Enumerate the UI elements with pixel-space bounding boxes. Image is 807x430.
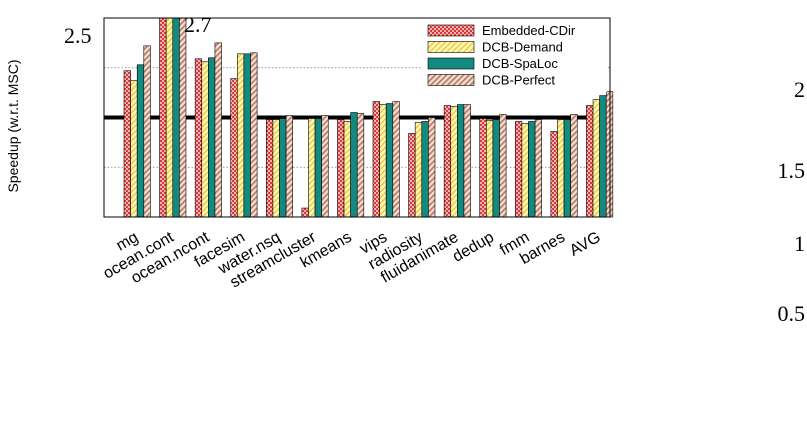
bar-dcb-spaloc-ocean-ncont: [208, 57, 216, 218]
bar-dcb-perfect-dedup: [499, 114, 507, 218]
bar-dcb-spaloc-vips: [385, 103, 394, 218]
overflow-value-label: 2.7: [184, 12, 212, 37]
bar-dcb-demand-water-nsq: [272, 119, 280, 218]
bar-dcb-perfect-radiosity: [428, 117, 436, 218]
bar-embedded-cdir-ocean-cont: [159, 17, 167, 218]
bar-dcb-perfect-barnes: [570, 114, 578, 218]
bar-dcb-demand-streamcluster: [308, 118, 316, 218]
y-tick-label: 0.5: [778, 301, 806, 326]
bar-dcb-spaloc-dedup: [492, 119, 500, 218]
legend-label: DCB-Demand: [482, 40, 563, 55]
bar-dcb-demand-facesim: [237, 53, 245, 218]
y-tick-label: 1: [794, 231, 805, 256]
bar-embedded-cdir-vips: [372, 101, 380, 218]
x-tick-label: AVG: [567, 229, 604, 260]
bar-dcb-demand-mg: [130, 80, 138, 218]
bar-dcb-spaloc-fluidanimate: [457, 104, 465, 218]
y-tick-labels: 2.5 2 1.5 1 0.5: [64, 23, 805, 326]
bar-dcb-demand-dedup: [486, 120, 494, 218]
bar-dcb-demand-fmm: [521, 123, 529, 218]
bar-dcb-perfect-water-nsq: [285, 115, 293, 218]
bar-dcb-spaloc-ocean-cont: [172, 17, 180, 218]
plot-frame: [103, 17, 611, 218]
bar-dcb-demand-avg: [592, 99, 600, 218]
bar-dcb-demand-ocean-ncont: [201, 61, 209, 218]
bar-dcb-demand-ocean-cont: [165, 17, 174, 218]
bar-dcb-demand-vips: [379, 104, 387, 218]
bar-dcb-spaloc-avg: [599, 95, 607, 218]
bar-dcb-spaloc-barnes: [563, 119, 571, 218]
bar-dcb-perfect-streamcluster: [321, 115, 329, 218]
x-tick-label: dedup: [450, 229, 497, 266]
bar-dcb-spaloc-mg: [136, 64, 145, 218]
bar-embedded-cdir-radiosity: [408, 133, 416, 218]
bar-dcb-spaloc-facesim: [243, 53, 251, 218]
bar-embedded-cdir-dedup: [479, 118, 487, 218]
legend-swatch: [427, 41, 475, 53]
bar-embedded-cdir-fmm: [514, 121, 523, 218]
bar-embedded-cdir-avg: [586, 105, 594, 218]
bar-embedded-cdir-facesim: [230, 78, 238, 218]
legend-label: Embedded-CDir: [482, 23, 576, 38]
bar-dcb-perfect-fmm: [534, 119, 542, 218]
y-tick-label: 1.5: [778, 158, 806, 183]
bar-dcb-spaloc-streamcluster: [314, 118, 322, 218]
bar-dcb-perfect-vips: [392, 101, 400, 218]
bar-dcb-perfect-fluidanimate: [463, 104, 471, 218]
bar-dcb-demand-barnes: [557, 119, 565, 218]
bar-embedded-cdir-barnes: [550, 131, 558, 218]
bar-dcb-perfect-kmeans: [356, 113, 365, 218]
bar-embedded-cdir-water-nsq: [265, 119, 274, 218]
legend-swatch: [427, 24, 475, 37]
y-axis-label: Speedup (w.r.t. MSC): [5, 59, 21, 192]
legend-swatch: [427, 57, 475, 70]
bar-dcb-perfect-facesim: [250, 52, 258, 218]
bar-dcb-spaloc-water-nsq: [279, 118, 287, 218]
bar-embedded-cdir-streamcluster: [301, 207, 309, 218]
bar-embedded-cdir-fluidanimate: [443, 105, 452, 218]
bar-dcb-spaloc-kmeans: [350, 112, 358, 218]
y-tick-label: 2.5: [64, 23, 92, 48]
bar-dcb-perfect-ocean-cont: [179, 17, 187, 218]
y-tick-label: 2: [794, 77, 805, 102]
bar-embedded-cdir-mg: [123, 70, 131, 218]
legend-label: DCB-SpaLoc: [482, 56, 558, 71]
x-tick-labels: mgocean.contocean.ncontfacesimwater.nsqs…: [100, 228, 603, 291]
bar-dcb-spaloc-fmm: [528, 121, 536, 218]
bar-dcb-perfect-ocean-ncont: [214, 42, 222, 218]
bar-dcb-demand-radiosity: [414, 122, 423, 218]
bar-dcb-demand-fluidanimate: [450, 106, 458, 218]
legend-swatch: [427, 74, 475, 86]
bar-dcb-perfect-mg: [143, 45, 151, 218]
bar-embedded-cdir-ocean-ncont: [194, 58, 203, 218]
bar-embedded-cdir-kmeans: [337, 119, 345, 218]
bar-dcb-spaloc-radiosity: [421, 121, 429, 218]
legend-label: DCB-Perfect: [482, 73, 555, 88]
bar-dcb-demand-kmeans: [343, 121, 351, 218]
